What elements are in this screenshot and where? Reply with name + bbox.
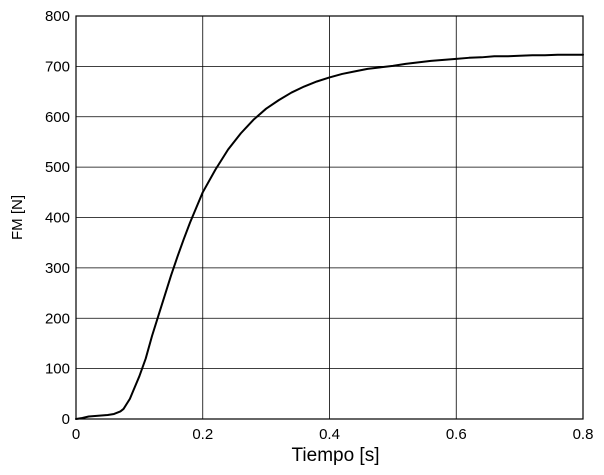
series-layer [75,53,584,420]
x-axis-label: Tiempo [s] [292,445,380,466]
y-tick-label: 100 [45,361,70,378]
tick-labels: 0 0.2 0.4 0.6 0.8 0 100 200 300 400 500 600 700 800 [45,8,593,443]
grid-lines [76,16,583,419]
y-tick-label: 400 [45,210,70,227]
x-tick-label: 0.2 [192,426,213,443]
x-tick-label: 0.4 [319,426,340,443]
y-tick-label: 800 [45,8,70,25]
y-tick-label: 200 [45,310,70,327]
y-tick-label: 700 [45,58,70,75]
series-line-0 [75,53,584,420]
plot-frame [75,15,584,420]
y-tick-label: 0 [62,411,70,428]
y-tick-label: 600 [45,109,70,126]
x-tick-label: 0.6 [446,426,467,443]
y-axis-label: FM [N] [9,195,26,240]
x-tick-label: 0.8 [573,426,594,443]
y-tick-label: 500 [45,159,70,176]
x-tick-label: 0 [72,426,80,443]
y-tick-label: 300 [45,260,70,277]
